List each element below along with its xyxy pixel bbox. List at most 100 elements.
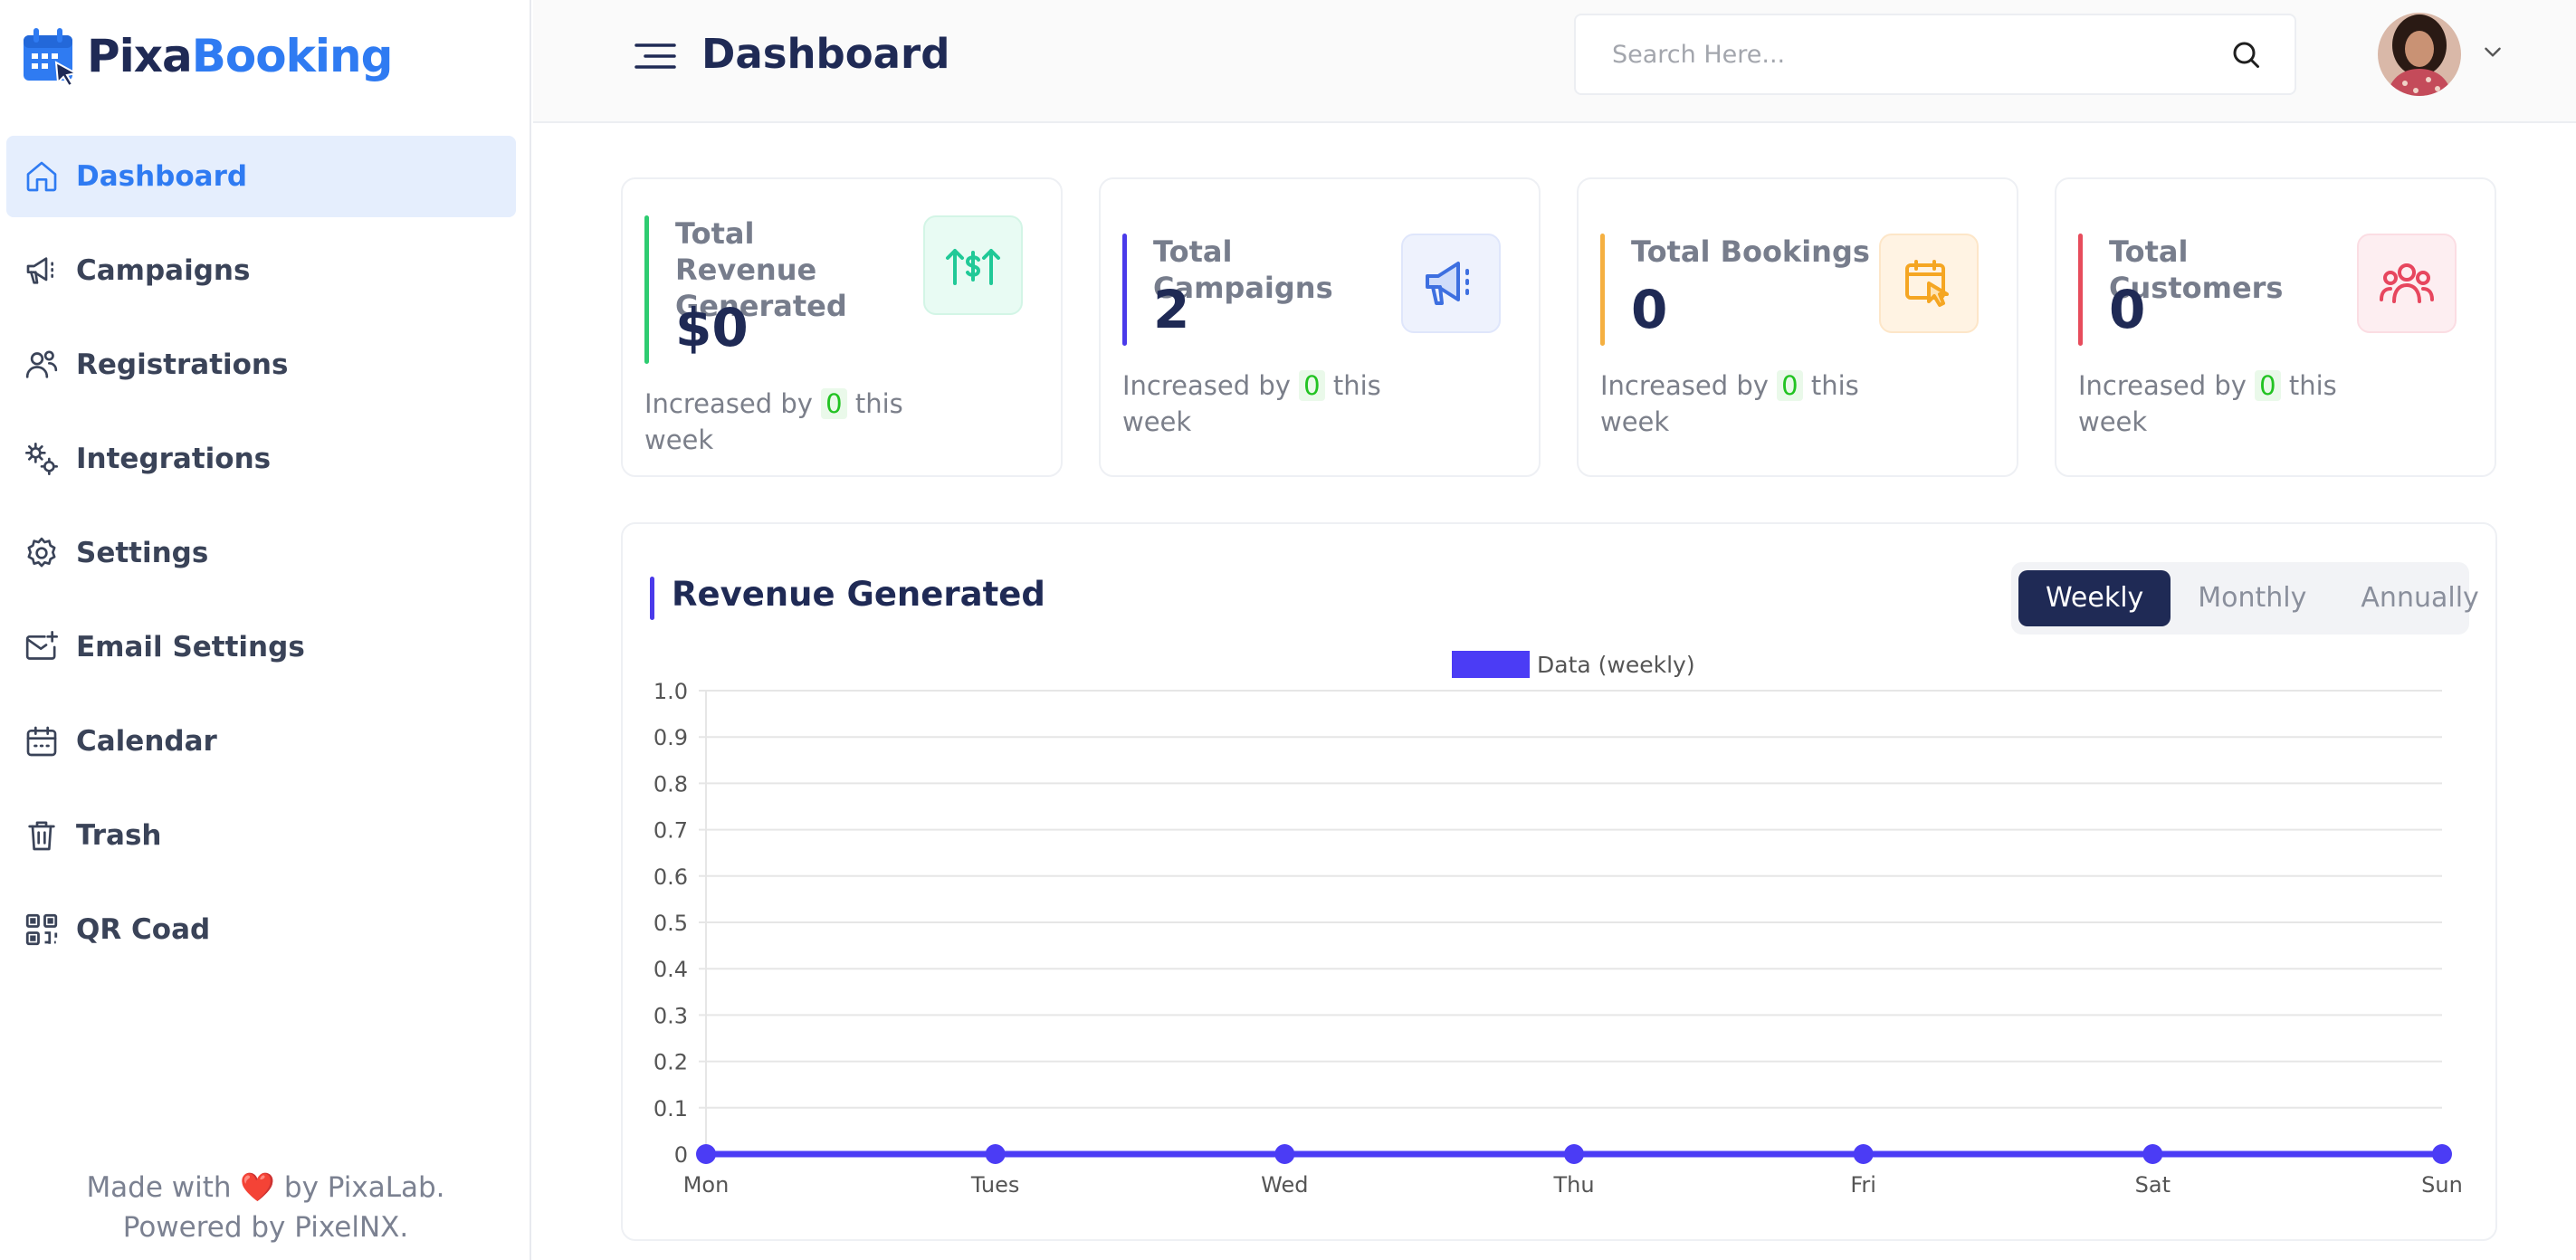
sidebar-item-label: Dashboard — [76, 160, 248, 193]
card-subtext: Increased by 0 this week — [644, 388, 903, 455]
brand-name: PixaBooking — [87, 30, 393, 82]
megaphone-icon — [1401, 234, 1501, 333]
y-tick-label: 1.0 — [654, 679, 688, 704]
top-header: Dashboard — [533, 0, 2576, 123]
customers-icon — [2357, 234, 2457, 333]
period-tabs: Weekly Monthly Annually — [2011, 562, 2479, 635]
sidebar-item-label: Trash — [76, 819, 162, 852]
sidebar-item-settings[interactable]: Settings — [6, 512, 516, 594]
qr-code-icon — [22, 910, 62, 950]
x-tick-label: Sun — [2421, 1172, 2463, 1198]
integrations-icon — [22, 439, 62, 479]
footer-powered-by: Powered by PixelNX. — [122, 1211, 409, 1244]
data-point — [2432, 1144, 2452, 1164]
data-point — [1853, 1144, 1874, 1164]
panel-accent-bar — [650, 577, 654, 620]
y-tick-label: 0 — [674, 1142, 688, 1168]
x-tick-label: Mon — [683, 1172, 730, 1198]
booking-icon — [1879, 234, 1979, 333]
home-icon — [22, 157, 62, 196]
sidebar-item-label: Integrations — [76, 443, 272, 475]
megaphone-icon — [22, 251, 62, 291]
card-value: 0 — [2109, 279, 2146, 340]
y-tick-label: 0.6 — [654, 864, 688, 890]
card-accent-bar — [644, 215, 649, 364]
calendar-icon — [22, 721, 62, 761]
tab-monthly[interactable]: Monthly — [2198, 582, 2307, 614]
card-value: 2 — [1153, 279, 1190, 340]
email-settings-icon — [22, 627, 62, 667]
stat-card-campaigns: Total Campaigns 2 Increased by 0 this we… — [1099, 177, 1541, 477]
x-tick-label: Thu — [1552, 1172, 1594, 1198]
footer-made-with: Made with ❤️ by PixaLab. — [86, 1171, 445, 1204]
y-tick-label: 0.4 — [654, 957, 688, 982]
card-title: Total Bookings — [1631, 234, 1870, 269]
card-subtext: Increased by 0 this week — [2078, 370, 2337, 437]
panel-title: Revenue Generated — [672, 575, 1045, 614]
stat-card-revenue: Total Revenue Generated $0 Increased by … — [621, 177, 1063, 477]
card-accent-bar — [1600, 234, 1605, 346]
legend-label: Data (weekly) — [1537, 652, 1695, 678]
search-box — [1574, 14, 2296, 95]
card-accent-bar — [1122, 234, 1127, 346]
legend-swatch — [1452, 651, 1530, 678]
sidebar-item-campaigns[interactable]: Campaigns — [6, 230, 516, 311]
card-title: Total Customers — [2109, 234, 2284, 305]
sidebar-item-label: Settings — [76, 537, 209, 569]
card-value: 0 — [1631, 279, 1668, 340]
data-point — [1564, 1144, 1584, 1164]
y-tick-label: 0.8 — [654, 771, 688, 797]
increase-value: 0 — [821, 388, 847, 419]
gear-icon — [22, 533, 62, 573]
revenue-panel: Revenue Generated Weekly Monthly Annuall… — [621, 522, 2497, 1241]
card-title: Total Campaigns — [1153, 234, 1333, 305]
user-avatar[interactable] — [2378, 13, 2461, 96]
sidebar-item-label: Registrations — [76, 348, 289, 381]
sidebar-footer: Made with ❤️ by PixaLab. Powered by Pixe… — [0, 1168, 531, 1247]
sidebar-item-trash[interactable]: Trash — [6, 795, 516, 876]
sidebar-item-dashboard[interactable]: Dashboard — [6, 136, 516, 217]
sidebar-item-label: Campaigns — [76, 254, 251, 287]
sidebar: PixaBooking Dashboard Campaigns Registra… — [0, 0, 531, 1260]
tab-annually[interactable]: Annually — [2361, 582, 2479, 614]
increase-value: 0 — [1777, 370, 1803, 401]
increase-value: 0 — [1299, 370, 1325, 401]
y-tick-label: 0.9 — [654, 725, 688, 750]
sidebar-item-label: QR Coad — [76, 913, 211, 946]
menu-toggle-icon[interactable] — [633, 38, 678, 74]
data-point — [1274, 1144, 1295, 1164]
increase-value: 0 — [2255, 370, 2281, 401]
chevron-down-icon[interactable] — [2481, 40, 2504, 63]
users-icon — [22, 345, 62, 385]
revenue-chart: 0 0.1 0.2 0.3 0.4 0.5 0.6 0.7 0.8 0.9 1.0 Mon Tues We… — [654, 651, 2463, 1198]
data-point — [985, 1144, 1006, 1164]
sidebar-item-label: Email Settings — [76, 631, 305, 663]
tab-weekly[interactable]: Weekly — [2018, 570, 2171, 626]
data-point — [696, 1144, 716, 1164]
page-title: Dashboard — [701, 30, 950, 78]
sidebar-item-qr-code[interactable]: QR Coad — [6, 889, 516, 970]
data-point — [2142, 1144, 2163, 1164]
sidebar-item-integrations[interactable]: Integrations — [6, 418, 516, 500]
search-icon[interactable] — [2229, 38, 2262, 71]
card-subtext: Increased by 0 this week — [1600, 370, 1859, 437]
x-tick-label: Fri — [1850, 1172, 1876, 1198]
y-tick-label: 0.1 — [654, 1096, 688, 1122]
trash-icon — [22, 816, 62, 855]
sidebar-item-label: Calendar — [76, 725, 217, 758]
card-title: Total Revenue Generated — [675, 216, 847, 323]
card-accent-bar — [2078, 234, 2083, 346]
revenue-arrows-icon — [923, 215, 1023, 315]
y-tick-label: 0.3 — [654, 1003, 688, 1028]
card-value: $0 — [675, 297, 749, 358]
stat-card-customers: Total Customers 0 Increased by 0 this we… — [2055, 177, 2496, 477]
calendar-logo-icon — [24, 28, 78, 86]
card-subtext: Increased by 0 this week — [1122, 370, 1381, 437]
search-input[interactable] — [1612, 40, 2229, 69]
sidebar-item-email-settings[interactable]: Email Settings — [6, 606, 516, 688]
y-tick-label: 0.2 — [654, 1050, 688, 1075]
sidebar-item-calendar[interactable]: Calendar — [6, 701, 516, 782]
brand[interactable]: PixaBooking — [22, 22, 393, 91]
sidebar-item-registrations[interactable]: Registrations — [6, 324, 516, 406]
x-tick-label: Sat — [2135, 1172, 2171, 1198]
